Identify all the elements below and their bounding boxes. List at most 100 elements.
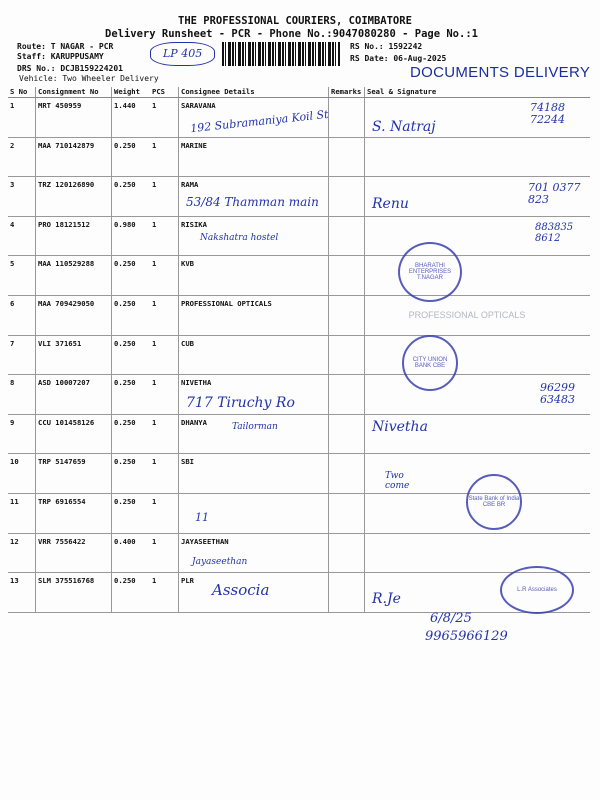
handwritten-note-10: Two come (385, 471, 410, 491)
table-row: 9 CCU 101458126 0.250 1 DHANYA (8, 414, 590, 455)
handwritten-note-13: Associa (212, 581, 270, 599)
remarks (328, 97, 365, 138)
consignee: KVB (178, 255, 329, 296)
serial-no: 1 (8, 97, 36, 138)
col-sno: S No (8, 87, 36, 98)
col-remarks: Remarks (328, 87, 365, 98)
remarks (328, 176, 365, 217)
phone-note-8: 96299 63483 (540, 381, 575, 407)
consignee: RAMA (178, 176, 329, 217)
seal-signature (364, 295, 590, 336)
consignment-no: VLI 371651 (35, 335, 112, 376)
runsheet-subtitle: Delivery Runsheet - PCR - Phone No.:9047… (105, 28, 478, 40)
remarks (328, 572, 365, 613)
pcs: 1 (150, 176, 179, 217)
weight: 0.250 (111, 295, 150, 336)
consignment-no: PRO 18121512 (35, 216, 112, 257)
serial-no: 11 (8, 493, 36, 534)
table-row: 3 TRZ 120126890 0.250 1 RAMA (8, 176, 590, 217)
rs-no: RS No.: 1592242 (350, 42, 423, 51)
serial-no: 4 (8, 216, 36, 257)
consignee: SBI (178, 453, 329, 494)
col-consignment: Consignment No (35, 87, 112, 98)
route: Route: T NAGAR - PCR (17, 42, 114, 51)
consignment-no: TRZ 120126890 (35, 176, 112, 217)
consignee: NIVETHA (178, 374, 329, 415)
table-row: 2 MAA 710142879 0.250 1 MARINE (8, 137, 590, 178)
pcs: 1 (150, 533, 179, 574)
rs-date: RS Date: 06-Aug-2025 (350, 54, 447, 63)
consignment-no: MAA 709429050 (35, 295, 112, 336)
serial-no: 12 (8, 533, 36, 574)
seal-signature (364, 216, 590, 257)
pcs: 1 (150, 216, 179, 257)
seal-signature (364, 533, 590, 574)
seal-signature (364, 97, 590, 138)
stamp-city-union-bank: CITY UNION BANK CBE (402, 335, 458, 391)
handwritten-top-note: LP 405 (150, 42, 216, 67)
consignee (178, 493, 329, 534)
weight: 0.250 (111, 414, 150, 455)
consignment-no: VRR 7556422 (35, 533, 112, 574)
consignment-no: MAA 110529288 (35, 255, 112, 296)
stamp-bharathi: BHARATHI ENTERPRISES T.NAGAR (398, 242, 462, 302)
serial-no: 10 (8, 453, 36, 494)
phone-note-4: 883835 8612 (535, 222, 574, 244)
remarks (328, 414, 365, 455)
consignment-no: TRP 5147659 (35, 453, 112, 494)
documents-delivery-stamp: DOCUMENTS DELIVERY (410, 64, 591, 81)
pcs: 1 (150, 572, 179, 613)
company-title: THE PROFESSIONAL COURIERS, COIMBATORE (178, 15, 412, 27)
table-row: 6 MAA 709429050 0.250 1 PROFESSIONAL OPTICAL… (8, 295, 590, 336)
table-row: 12 VRR 7556422 0.400 1 JAYASEETHAN (8, 533, 590, 574)
serial-no: 5 (8, 255, 36, 296)
weight: 0.250 (111, 453, 150, 494)
handwritten-address-8: 717 Tiruchy Ro (186, 395, 295, 411)
consignee: PROFESSIONAL OPTICALS (178, 295, 329, 336)
remarks (328, 453, 365, 494)
vehicle: Vehicle: Two Wheeler Delivery (19, 74, 159, 83)
consignee: MARINE (178, 137, 329, 178)
serial-no: 6 (8, 295, 36, 336)
staff: Staff: KARUPPUSAMY (17, 52, 104, 61)
remarks (328, 137, 365, 178)
consignee: PLR (178, 572, 329, 613)
handwritten-date: 6/8/25 (430, 611, 472, 626)
table-row: 11 TRP 6916554 0.250 1 (8, 493, 590, 534)
weight: 0.400 (111, 533, 150, 574)
handwritten-phone: 9965966129 (425, 629, 508, 644)
consignee: RISIKA (178, 216, 329, 257)
pcs: 1 (150, 374, 179, 415)
signature-13: R.Je (372, 591, 401, 607)
phone-note-3: 701 0377 823 (528, 181, 581, 207)
seal-signature (364, 335, 590, 376)
runsheet-table: S No Consignment No Weight PCS Consignee… (8, 87, 590, 613)
remarks (328, 255, 365, 296)
stamp-professional-opticals: PROFESSIONAL OPTICALS (408, 310, 526, 320)
pcs: 1 (150, 453, 179, 494)
weight: 0.250 (111, 176, 150, 217)
weight: 0.250 (111, 137, 150, 178)
serial-no: 13 (8, 572, 36, 613)
handwritten-note-12: Jayaseethan (192, 557, 248, 567)
serial-no: 2 (8, 137, 36, 178)
seal-signature (364, 137, 590, 178)
serial-no: 9 (8, 414, 36, 455)
stamp-sbi: State Bank of India CBE BR (466, 474, 522, 530)
weight: 0.250 (111, 493, 150, 534)
phone-note-1: 74188 72244 (530, 101, 565, 127)
handwritten-address-4: Nakshatra hostel (200, 233, 279, 243)
weight: 0.250 (111, 335, 150, 376)
col-pcs: PCS (150, 87, 179, 98)
pcs: 1 (150, 335, 179, 376)
seal-signature (364, 414, 590, 455)
consignment-no: MAA 710142879 (35, 137, 112, 178)
pcs: 1 (150, 414, 179, 455)
stamp-lr-associates: L.R Associates (500, 566, 574, 614)
consignee: JAYASEETHAN (178, 533, 329, 574)
pcs: 1 (150, 97, 179, 138)
weight: 0.250 (111, 255, 150, 296)
table-row: 1 MRT 450959 1.440 1 SARAVANA (8, 97, 590, 138)
consignee: CUB (178, 335, 329, 376)
